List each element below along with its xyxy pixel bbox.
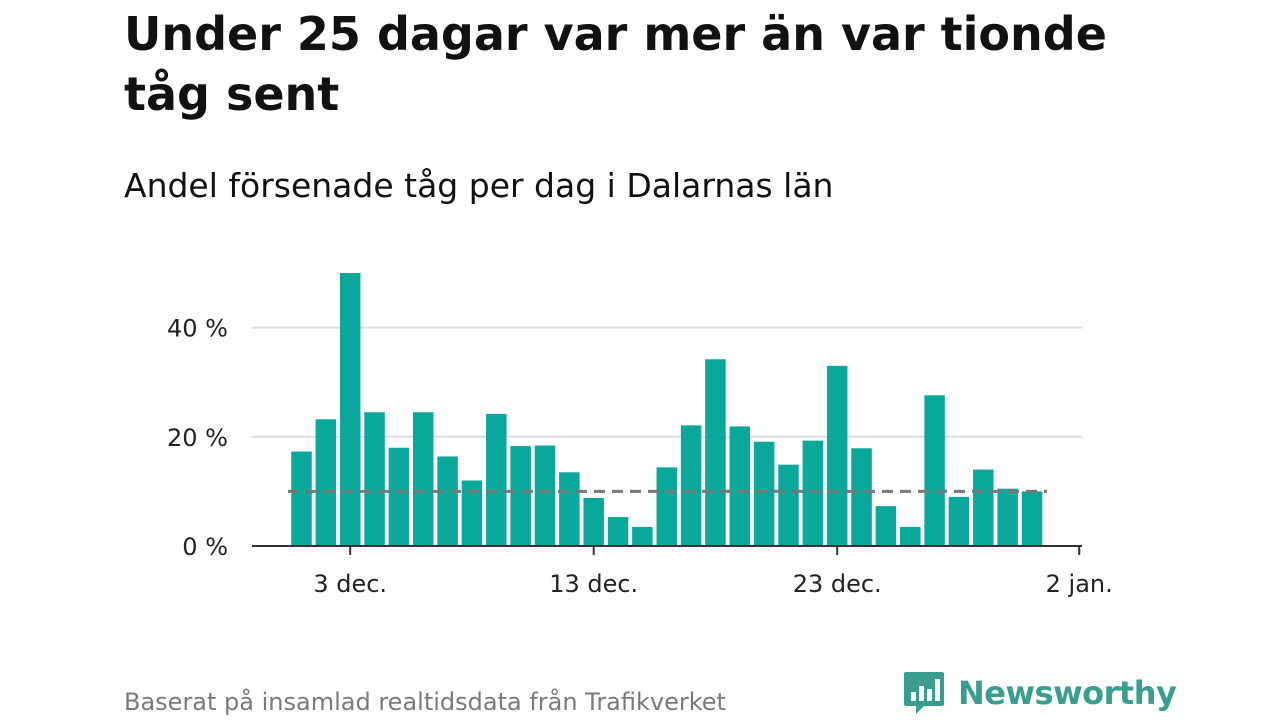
chart-subtitle: Andel försenade tåg per dag i Dalarnas l…	[124, 166, 834, 205]
bar	[924, 395, 945, 546]
bar	[534, 445, 556, 546]
bar	[729, 426, 751, 546]
bar	[973, 469, 994, 546]
bar	[802, 440, 824, 546]
bar	[948, 496, 970, 546]
bar	[510, 446, 531, 546]
bar	[413, 412, 434, 546]
bar	[851, 448, 872, 546]
bar	[900, 526, 921, 546]
bar-chart: 0 % 20 % 40 % 3 dec. 13 dec. 23 dec. 2 jan.	[167, 273, 1113, 598]
bar	[632, 526, 653, 546]
x-tick-label: 3 dec.	[313, 570, 387, 598]
bar	[680, 425, 702, 546]
bar	[339, 273, 361, 546]
axes: 0 % 20 % 40 % 3 dec. 13 dec. 23 dec. 2 jan.	[167, 315, 1113, 598]
bar	[778, 464, 799, 546]
bar	[437, 456, 458, 546]
bar	[461, 480, 483, 546]
bar	[656, 467, 677, 546]
bar	[705, 359, 726, 546]
bar	[486, 413, 507, 546]
chart-title: Under 25 dagar var mer än var tionde tåg…	[124, 7, 1107, 121]
y-tick-label: 20 %	[167, 424, 228, 452]
x-tick-label: 23 dec.	[793, 570, 882, 598]
bars	[291, 273, 1043, 546]
bar	[583, 497, 604, 546]
y-tick-label: 0 %	[182, 533, 228, 561]
brand-name: Newsworthy	[958, 674, 1177, 712]
bar	[1021, 491, 1043, 546]
bar	[315, 419, 337, 546]
brand-logo: Newsworthy	[902, 670, 1177, 716]
bar	[753, 441, 775, 546]
x-tick-label: 2 jan.	[1046, 570, 1113, 598]
bar	[388, 447, 410, 546]
x-tick-label: 13 dec.	[549, 570, 638, 598]
bar-chart-speech-bubble-icon	[904, 672, 944, 714]
source-note: Baserat på insamlad realtidsdata från Tr…	[124, 688, 726, 716]
bar	[607, 517, 629, 546]
y-tick-label: 40 %	[167, 315, 228, 343]
bar	[291, 451, 312, 546]
bar	[997, 488, 1018, 546]
bar	[364, 412, 385, 546]
bar	[826, 365, 848, 546]
bar	[875, 506, 897, 546]
bar	[559, 472, 580, 546]
